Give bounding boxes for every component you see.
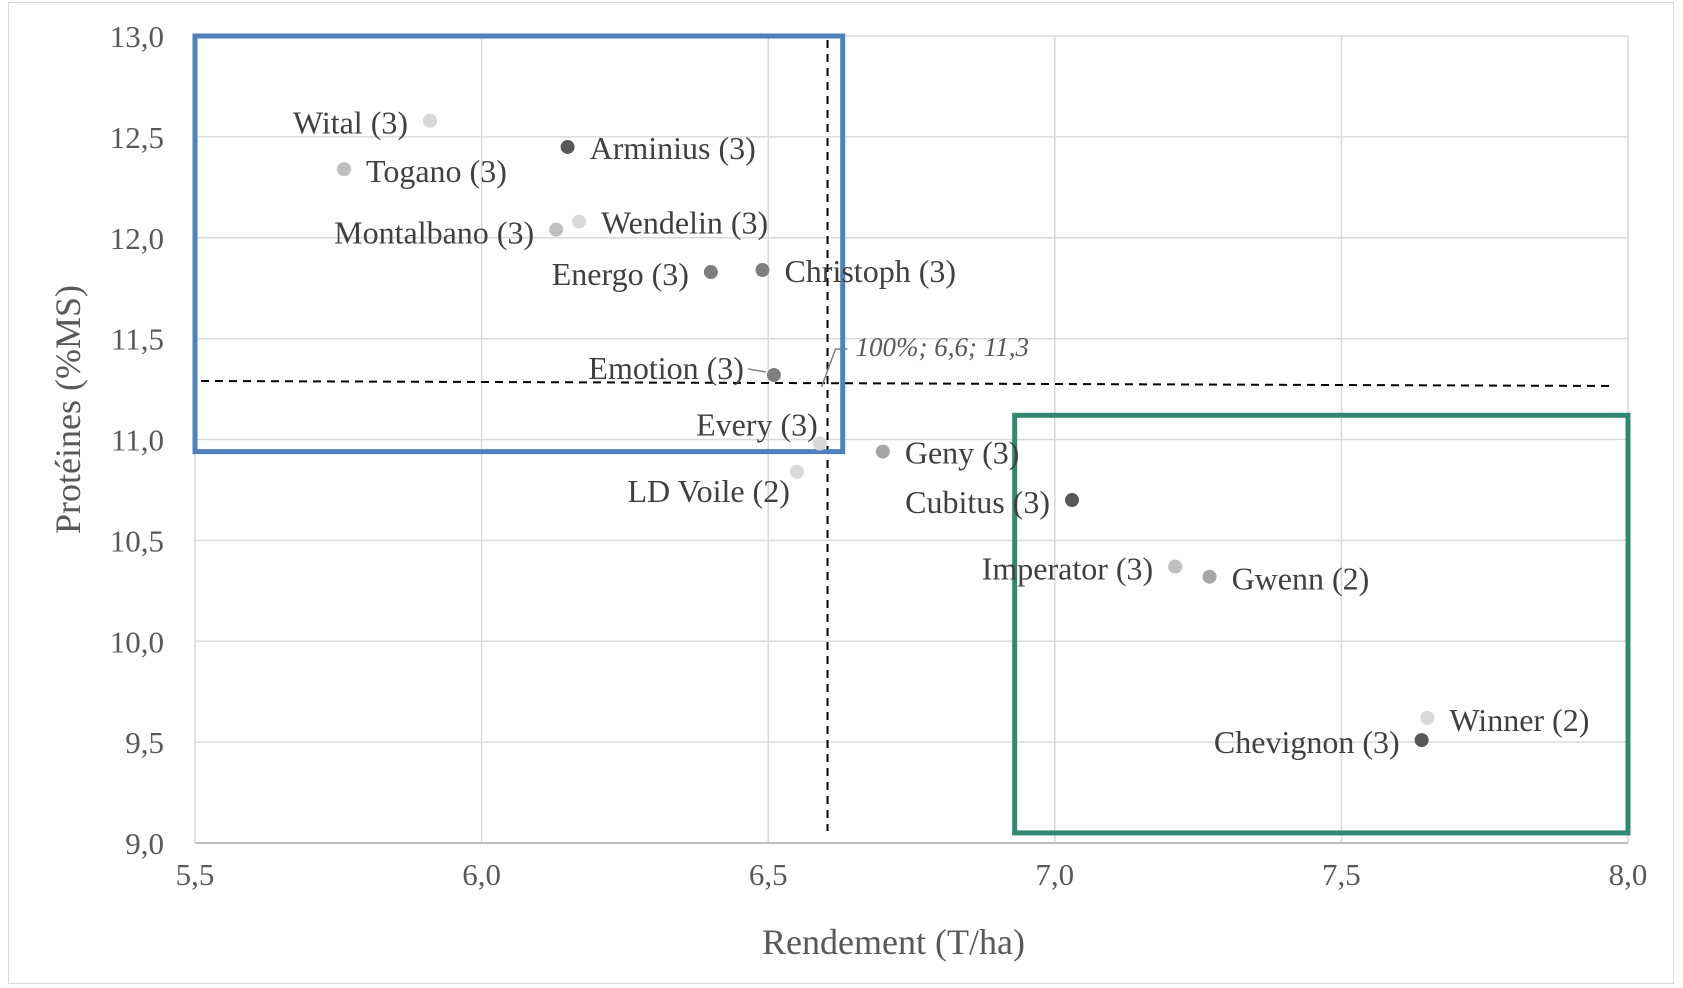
data-point-label: Wendelin (3)	[601, 205, 768, 241]
data-point-label: Cubitus (3)	[905, 484, 1050, 520]
y-tick-label: 10,0	[110, 624, 164, 659]
x-tick-label: 7,5	[1322, 857, 1361, 892]
data-point	[549, 222, 564, 237]
highlight-box-1	[192, 33, 846, 455]
data-point-label: Arminius (3)	[590, 130, 756, 166]
data-point-label: Energo (3)	[552, 256, 689, 292]
data-point	[1414, 733, 1429, 748]
data-point	[875, 444, 890, 459]
data-point	[789, 464, 804, 479]
y-tick-label: 9,0	[125, 826, 164, 861]
data-point-label: Gwenn (2)	[1232, 561, 1370, 597]
y-tick-label: 13,0	[110, 19, 164, 54]
data-point	[1420, 710, 1435, 725]
data-point	[1202, 569, 1217, 584]
highlight-box-2	[1012, 412, 1631, 836]
data-points: Wital (3) Togano (3) Arminius (3) Montalban…	[293, 105, 1589, 760]
x-tick-label: 8,0	[1609, 857, 1648, 892]
data-point	[572, 214, 587, 229]
horizontal-reference-line	[200, 379, 1613, 387]
highlight-boxes	[192, 33, 1631, 836]
reference-point-label: 100%; 6,6; 11,3	[856, 332, 1029, 362]
data-point	[337, 162, 352, 177]
data-point	[560, 139, 575, 154]
data-point-label: Montalbano (3)	[334, 215, 534, 251]
y-tick-label: 9,5	[125, 725, 164, 760]
y-axis-title: Protéines (%MS)	[48, 285, 88, 534]
data-point-label: LD Voile (2)	[628, 473, 790, 509]
y-tick-label: 11,5	[111, 322, 164, 357]
y-tick-label: 10,5	[110, 523, 164, 558]
emotion-leader-line	[747, 368, 767, 373]
x-tick-label: 6,5	[749, 857, 788, 892]
data-point	[703, 265, 718, 280]
data-point-label: Imperator (3)	[982, 551, 1153, 587]
data-point-label: Geny (3)	[905, 435, 1020, 471]
data-point-label: Emotion (3)	[588, 350, 744, 386]
data-point	[1168, 559, 1183, 574]
x-tick-label: 5,5	[176, 857, 215, 892]
y-tick-label: 12,5	[110, 120, 164, 155]
x-tick-label: 7,0	[1035, 857, 1074, 892]
data-point-label: Every (3)	[696, 407, 818, 443]
data-point-label: Christoph (3)	[784, 253, 956, 289]
y-tick-label: 12,0	[110, 221, 164, 256]
data-point	[755, 263, 770, 278]
axis-tick-labels: 5,5 6,0 6,5 7,0 7,5 8,0 9,0 9,5 10,0 10,5 11,0 11,5…	[110, 19, 1648, 892]
data-point-label: Togano (3)	[366, 153, 507, 189]
data-point	[766, 367, 781, 382]
data-point	[423, 113, 438, 128]
y-tick-label: 11,0	[111, 423, 164, 458]
x-tick-label: 6,0	[462, 857, 501, 892]
data-point-label: Wital (3)	[293, 105, 408, 141]
data-point-label: Chevignon (3)	[1214, 724, 1400, 760]
data-point-label: Winner (2)	[1449, 702, 1589, 738]
data-point	[812, 436, 827, 451]
x-axis-title: Rendement (T/ha)	[762, 922, 1025, 962]
data-point	[1064, 493, 1079, 508]
